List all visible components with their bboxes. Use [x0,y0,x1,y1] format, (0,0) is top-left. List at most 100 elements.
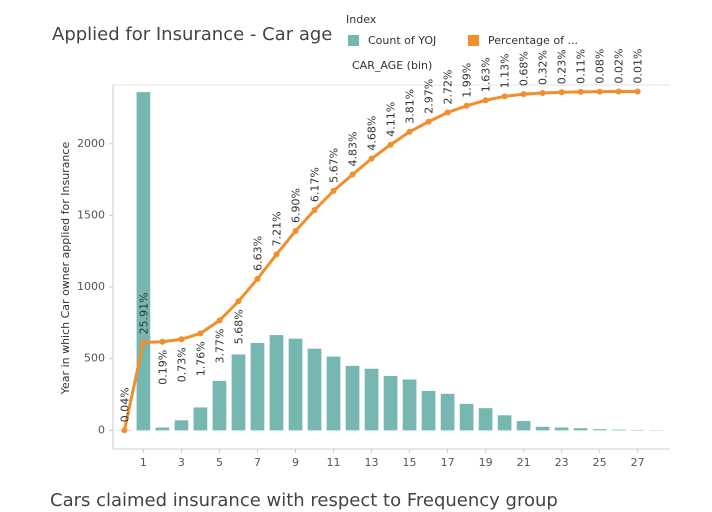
data-label: 0.23% [556,49,569,84]
line-point [634,88,641,95]
bar [288,338,303,431]
bar [402,379,417,431]
bar [573,428,588,431]
data-label: 0.32% [537,50,550,85]
bar [478,408,493,431]
data-label: 0.19% [156,350,169,385]
y-tick-label: 1500 [77,208,105,221]
x-tick-label: 5 [216,456,223,469]
data-label: 5.67% [328,148,341,183]
bar [611,429,626,431]
x-tick-label: 21 [517,456,531,469]
line-point [387,141,394,148]
line-point [273,251,280,258]
bar [174,420,189,431]
legend-swatch [348,35,359,46]
line-point [235,298,242,305]
bar [231,354,246,431]
x-tick-label: 7 [254,456,261,469]
data-label: 0.68% [518,51,531,86]
line-point [178,336,185,343]
line-point [520,91,527,98]
x-tick-label: 15 [403,456,417,469]
data-label: 1.76% [194,341,207,376]
line-point [292,228,299,235]
bar [440,393,455,431]
y-tick-label: 1000 [77,280,105,293]
bar [535,426,550,431]
y-tick-label: 500 [84,352,105,365]
line-point [368,155,375,162]
data-label: 3.81% [404,89,417,124]
bar [459,403,474,431]
data-label: 0.73% [175,347,188,382]
legend-label: Count of YOJ [368,34,436,47]
line-point [615,88,622,95]
bar [326,356,341,431]
line-point [558,89,565,96]
line-point [501,93,508,100]
line-point [311,207,318,214]
x-tick-label: 9 [292,456,299,469]
bar [421,390,436,431]
line-point [425,118,432,125]
data-label: 25.91% [137,292,150,334]
legend-label: Percentage of ... [488,34,578,47]
bar [250,342,265,431]
line-point [254,275,261,282]
bar [345,365,360,431]
footer-title: Cars claimed insurance with respect to F… [50,490,558,511]
line-point [349,171,356,178]
data-label: 0.11% [575,49,588,84]
bar [269,335,284,431]
bar [212,380,227,431]
data-label: 4.83% [347,132,360,167]
data-label: 3.77% [213,329,226,364]
bar [364,368,379,431]
legend-title: Index [346,13,377,26]
data-label: 4.68% [366,116,379,151]
x-tick-label: 23 [555,456,569,469]
bar [307,348,322,431]
bar [383,375,398,431]
line-point [140,339,147,346]
bar [497,415,512,431]
x-tick-label: 11 [327,456,341,469]
data-label: 6.17% [309,167,322,202]
x-tick-label: 27 [631,456,645,469]
bar [193,407,208,431]
data-label: 0.04% [118,387,131,422]
line-point [197,330,204,337]
line-point [216,317,223,324]
bar [516,421,531,431]
bar [155,427,170,431]
line-point [463,102,470,109]
data-label: 2.72% [442,70,455,105]
x-tick-label: 17 [441,456,455,469]
line-point [482,97,489,104]
bar [554,427,569,431]
line-point [444,109,451,116]
bar [136,92,151,431]
data-label: 1.63% [480,57,493,92]
line-point [539,90,546,97]
line-point [330,187,337,194]
x-tick-label: 1 [140,456,147,469]
data-label: 6.63% [251,236,264,271]
data-label: 5.68% [232,309,245,344]
line-point [406,128,413,135]
data-label: 1.99% [461,63,474,98]
bar [592,429,607,431]
x-tick-label: 25 [593,456,607,469]
data-label: 1.13% [499,53,512,88]
line-point [596,88,603,95]
data-label: 4.11% [385,102,398,137]
line-point [121,427,128,434]
data-label: 7.21% [270,211,283,246]
chart-title: Applied for Insurance - Car age [52,24,332,45]
running-line [122,90,638,431]
data-label: 2.97% [423,79,436,114]
x-tick-label: 3 [178,456,185,469]
x-tick-label: 19 [479,456,493,469]
